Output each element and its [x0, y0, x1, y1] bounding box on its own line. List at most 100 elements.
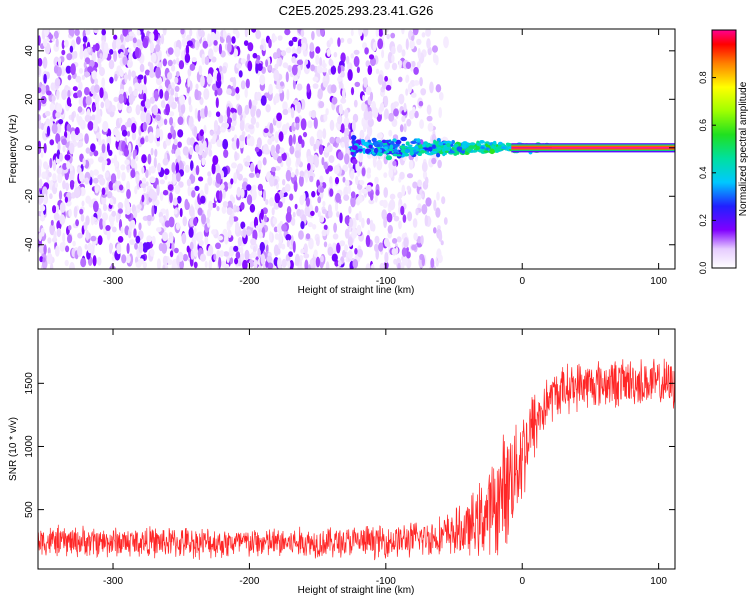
heatmap-noise-cell: [249, 221, 254, 228]
heatmap-noise-cell: [97, 256, 102, 266]
heatmap-noise-cell: [145, 112, 151, 125]
heatmap-noise-cell: [277, 156, 283, 164]
heatmap-noise-cell: [87, 242, 93, 254]
heatmap-noise-cell: [227, 229, 232, 239]
heatmap-noise-cell: [81, 74, 85, 81]
heatmap-band-cell: [455, 151, 460, 155]
heatmap-noise-cell: [46, 90, 52, 96]
heatmap-noise-cell: [173, 209, 178, 215]
heatmap-noise-cell: [433, 227, 437, 234]
heatmap-noise-cell: [310, 109, 317, 119]
heatmap-noise-cell: [46, 125, 51, 137]
heatmap-noise-cell: [64, 196, 68, 203]
heatmap-noise-cell: [164, 220, 171, 228]
heatmap-noise-cell: [198, 239, 204, 247]
heatmap-noise-cell: [63, 39, 69, 48]
heatmap-noise-cell: [416, 61, 421, 69]
heatmap-noise-cell: [188, 104, 193, 113]
heatmap-noise-cell: [255, 29, 262, 40]
heatmap-noise-cell: [188, 96, 192, 106]
heatmap-noise-cell: [49, 139, 55, 146]
heatmap-noise-cell: [282, 101, 288, 111]
heatmap-noise-cell: [269, 231, 273, 243]
heatmap-noise-cell: [204, 183, 209, 195]
heatmap-noise-cell: [263, 189, 266, 202]
page-title: C2E5.2025.293.23.41.G26: [279, 3, 434, 18]
heatmap-noise-cell: [278, 232, 283, 244]
heatmap-noise-cell: [187, 75, 191, 88]
heatmap-noise-cell: [170, 101, 177, 110]
heatmap-noise-cell: [89, 151, 93, 157]
heatmap-noise-cell: [352, 259, 359, 269]
heatmap-noise-cell: [218, 257, 222, 269]
heatmap-band-cell: [367, 139, 372, 143]
heatmap-noise-cell: [149, 189, 156, 199]
heatmap-noise-cell: [281, 243, 286, 250]
heatmap-noise-cell: [51, 123, 58, 135]
heatmap-noise-cell: [195, 83, 199, 90]
heatmap-noise-cell: [208, 259, 213, 269]
heatmap-band-cell: [400, 136, 408, 142]
heatmap-noise-cell: [138, 258, 144, 265]
heatmap-noise-cell: [85, 215, 90, 226]
heatmap-noise-cell: [246, 194, 253, 205]
heatmap-noise-cell: [94, 183, 99, 194]
heatmap-noise-cell: [236, 138, 240, 149]
heatmap-noise-cell: [267, 138, 273, 146]
heatmap-noise-cell: [236, 186, 241, 198]
heatmap-noise-cell: [70, 29, 75, 37]
heatmap-noise-cell: [113, 50, 118, 62]
heatmap-noise-cell: [230, 125, 235, 132]
heatmap-noise-cell: [57, 172, 63, 184]
heatmap-band-cell: [489, 148, 495, 155]
heatmap-noise-cell: [117, 202, 124, 210]
heatmap-noise-cell: [339, 212, 343, 224]
heatmap-band-cell: [483, 150, 490, 153]
heatmap-noise-cell: [190, 249, 194, 260]
heatmap-noise-cell: [401, 29, 405, 35]
heatmap-noise-cell: [242, 259, 248, 269]
heatmap-noise-cell: [106, 228, 111, 241]
heatmap-noise-cell: [135, 155, 139, 162]
heatmap-noise-cell: [167, 59, 173, 67]
heatmap-noise-cell: [369, 91, 374, 102]
heatmap-noise-cell: [316, 129, 323, 140]
heatmap-noise-cell: [300, 248, 305, 254]
heatmap-noise-cell: [116, 169, 121, 180]
heatmap-noise-cell: [317, 196, 322, 204]
heatmap-noise-cell: [340, 37, 345, 43]
heatmap-noise-cell: [171, 173, 177, 185]
heatmap-noise-cell: [141, 194, 145, 203]
heatmap-noise-cell: [219, 126, 226, 133]
heatmap-noise-cell: [84, 114, 91, 123]
heatmap-noise-cell: [42, 186, 48, 198]
heatmap-band-cell: [479, 140, 485, 144]
heatmap-noise-cell: [194, 185, 200, 191]
heatmap-noise-cell: [38, 87, 42, 94]
heatmap-noise-cell: [266, 255, 273, 263]
heatmap-band-cell: [456, 146, 463, 152]
heatmap-noise-cell: [440, 240, 444, 246]
heatmap-noise-cell: [291, 172, 295, 178]
heatmap-noise-cell: [379, 102, 385, 112]
heatmap-carrier-line: [511, 148, 675, 150]
heatmap-noise-cell: [193, 125, 198, 138]
heatmap-noise-cell: [411, 92, 417, 98]
heatmap-noise-cell: [75, 219, 79, 227]
heatmap-noise-cell: [139, 63, 145, 73]
heatmap-band-cell: [497, 144, 502, 148]
heatmap-noise-cell: [366, 172, 372, 179]
heatmap-noise-cell: [249, 135, 255, 147]
heatmap-noise-cell: [393, 101, 399, 107]
heatmap-noise-cell: [237, 163, 243, 172]
heatmap-noise-cell: [212, 155, 219, 166]
heatmap-noise-cell: [388, 129, 393, 137]
heatmap-noise-cell: [366, 167, 372, 175]
heatmap-noise-cell: [285, 71, 289, 83]
heatmap-noise-cell: [376, 132, 383, 140]
heatmap-noise-cell: [54, 245, 60, 257]
heatmap-noise-cell: [216, 139, 223, 148]
heatmap-noise-cell: [145, 169, 149, 179]
heatmap-band-cell: [383, 146, 388, 150]
heatmap-noise-cell: [113, 159, 119, 168]
